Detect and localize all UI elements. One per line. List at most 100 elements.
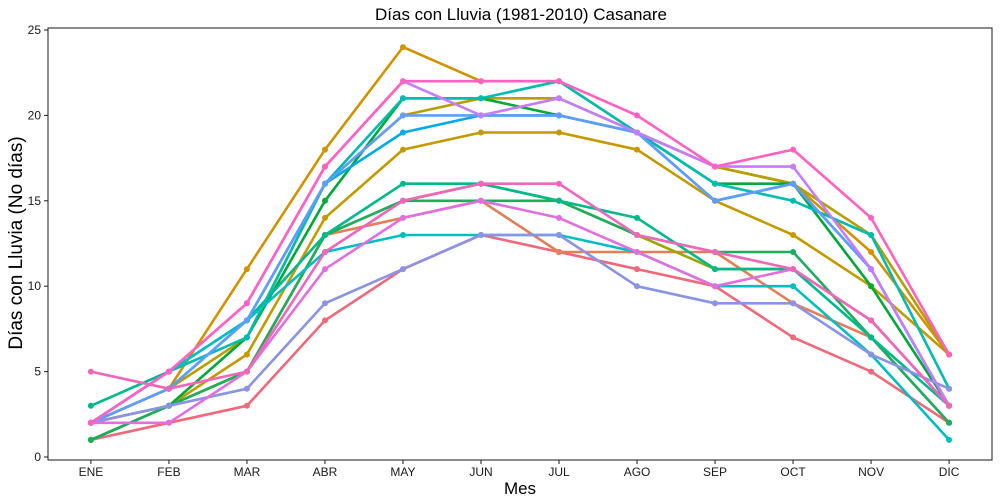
data-point bbox=[87, 402, 94, 409]
data-point bbox=[556, 249, 562, 255]
data-point bbox=[165, 368, 172, 375]
data-point bbox=[634, 129, 640, 136]
data-point bbox=[400, 44, 406, 51]
x-tick-label: DIC bbox=[939, 465, 960, 479]
data-point bbox=[400, 146, 406, 153]
data-point bbox=[868, 232, 875, 238]
y-tick-label: 15 bbox=[28, 194, 42, 208]
data-point bbox=[243, 317, 250, 324]
y-tick-label: 0 bbox=[34, 450, 41, 464]
series-line bbox=[89, 79, 951, 425]
y-axis-title: Días con Lluvia (No días) bbox=[6, 136, 27, 349]
data-point bbox=[634, 249, 640, 255]
data-point bbox=[400, 95, 406, 102]
y-tick-label: 25 bbox=[28, 23, 42, 37]
data-point bbox=[243, 368, 250, 375]
data-point bbox=[712, 283, 718, 290]
data-point bbox=[868, 214, 875, 221]
y-tick-label: 10 bbox=[28, 279, 42, 293]
data-point bbox=[556, 180, 562, 187]
data-point bbox=[712, 266, 718, 273]
data-point bbox=[946, 419, 953, 426]
data-point bbox=[243, 266, 250, 273]
data-point bbox=[712, 249, 718, 255]
data-point bbox=[634, 266, 640, 273]
data-point bbox=[400, 112, 406, 119]
data-point bbox=[712, 197, 718, 204]
data-point bbox=[87, 419, 94, 426]
data-point bbox=[790, 163, 797, 170]
y-tick-label: 20 bbox=[28, 108, 42, 122]
data-point bbox=[868, 283, 875, 290]
series-line bbox=[89, 79, 951, 425]
series-line bbox=[89, 233, 951, 442]
x-tick-label: JUL bbox=[548, 465, 570, 479]
data-point bbox=[400, 197, 406, 204]
series-14 bbox=[87, 232, 953, 426]
y-tick-label: 5 bbox=[34, 365, 41, 379]
data-point bbox=[712, 163, 718, 170]
data-point bbox=[478, 78, 484, 85]
data-point bbox=[790, 197, 797, 204]
x-tick-label: FEB bbox=[157, 465, 180, 479]
data-point bbox=[322, 146, 328, 153]
data-point bbox=[946, 351, 953, 358]
series-18 bbox=[87, 78, 953, 426]
series-line bbox=[89, 131, 951, 425]
axes: 0 5 10 15 20 25 ENE FEB MAR ABR MAY JUN JUL AGO SEP OCT… bbox=[28, 23, 960, 479]
data-point bbox=[400, 180, 406, 187]
data-point bbox=[400, 232, 406, 238]
data-point bbox=[868, 249, 875, 255]
data-point bbox=[556, 129, 562, 136]
plot-border bbox=[47, 27, 993, 461]
x-tick-label: ENE bbox=[79, 465, 104, 479]
data-point bbox=[868, 334, 875, 341]
data-point bbox=[790, 146, 797, 153]
x-tick-label: MAY bbox=[390, 465, 415, 479]
data-point bbox=[868, 368, 875, 375]
data-point bbox=[790, 232, 797, 238]
data-point bbox=[556, 112, 562, 119]
x-axis-title: Mes bbox=[504, 479, 536, 498]
data-point bbox=[322, 317, 328, 324]
data-point bbox=[243, 385, 250, 392]
data-point bbox=[87, 368, 94, 375]
data-point bbox=[790, 249, 797, 255]
series-layer bbox=[87, 44, 953, 443]
data-point bbox=[478, 129, 484, 136]
x-tick-label: MAR bbox=[234, 465, 261, 479]
chart-title: Días con Lluvia (1981-2010) Casanare bbox=[375, 5, 667, 24]
x-tick-label: JUN bbox=[469, 465, 492, 479]
data-point bbox=[790, 334, 797, 341]
data-point bbox=[712, 180, 718, 187]
data-point bbox=[634, 232, 640, 238]
data-point bbox=[322, 249, 328, 255]
x-tick-label: SEP bbox=[703, 465, 727, 479]
data-point bbox=[165, 385, 172, 392]
series-line bbox=[89, 233, 951, 425]
data-point bbox=[556, 78, 562, 85]
data-point bbox=[712, 300, 718, 307]
data-point bbox=[634, 214, 640, 221]
data-point bbox=[478, 112, 484, 119]
series-line bbox=[89, 182, 951, 408]
data-point bbox=[868, 266, 875, 273]
data-point bbox=[790, 300, 797, 307]
data-point bbox=[790, 283, 797, 290]
data-point bbox=[946, 402, 953, 409]
x-tick-label: NOV bbox=[858, 465, 884, 479]
data-point bbox=[322, 163, 328, 170]
data-point bbox=[868, 351, 875, 358]
data-point bbox=[322, 266, 328, 273]
series-line bbox=[89, 97, 951, 425]
data-point bbox=[165, 402, 172, 409]
data-point bbox=[868, 317, 875, 324]
data-point bbox=[400, 78, 406, 85]
data-point bbox=[790, 180, 797, 187]
data-point bbox=[556, 197, 562, 204]
data-point bbox=[400, 214, 406, 221]
series-line bbox=[89, 199, 951, 442]
data-point bbox=[634, 283, 640, 290]
data-point bbox=[322, 232, 328, 238]
